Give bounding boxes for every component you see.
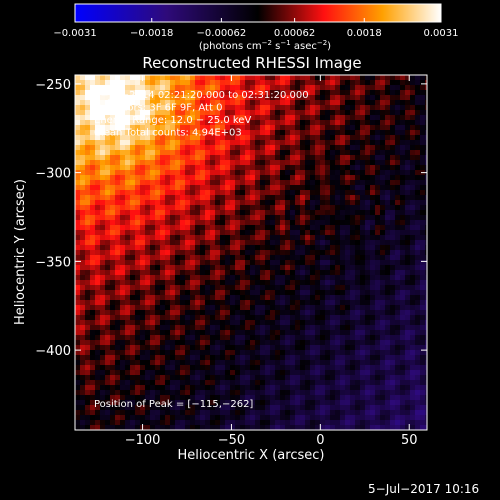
colorbar-tick-label: −0.0018	[130, 28, 173, 39]
colorbar-units: (photons cm−2 s−1 asec−2)	[199, 39, 331, 52]
x-tick-label: 0	[316, 433, 324, 448]
colorbar-tick-label: 0.00062	[274, 28, 315, 39]
y-tick-label: −400	[35, 344, 71, 359]
annotation-line: 5−Jul−2014 02:21:20.000 to 02:31:20.000	[94, 90, 309, 101]
annotation-line: Energy Range: 12.0 − 25.0 keV	[94, 115, 251, 126]
chart-title: Reconstructed RHESSI Image	[142, 54, 361, 72]
colorbar-tick-label: −0.00062	[197, 28, 247, 39]
x-tick-label: 50	[401, 433, 418, 448]
colorbar-tick-label: 0.0031	[424, 28, 459, 39]
x-axis-label: Heliocentric X (arcsec)	[178, 448, 325, 463]
y-tick-labels: −250 −300 −350 −400	[35, 78, 71, 359]
axis-ticks	[75, 75, 427, 430]
y-axis-label: Heliocentric Y (arcsec)	[13, 179, 28, 325]
y-tick-label: −250	[35, 78, 71, 93]
plot-frame	[74, 74, 428, 431]
x-tick-label: −100	[125, 433, 161, 448]
colorbar-ticks	[74, 18, 442, 22]
y-tick-label: −300	[35, 167, 71, 182]
y-tick-label: −350	[35, 255, 71, 270]
colorbar	[74, 3, 442, 23]
heatmap-image	[75, 75, 427, 430]
colorbar-tick-label: 0.0018	[347, 28, 382, 39]
peak-position-label: Position of Peak = [−115,−262]	[94, 399, 253, 410]
annotation-line: Clean Total counts: 4.94E+03	[94, 128, 242, 139]
annotation-block: 5−Jul−2014 02:21:20.000 to 02:31:20.000 D…	[94, 90, 309, 139]
colorbar-tick-label: −0.0031	[53, 28, 96, 39]
annotation-line: Detectors: 3F 6F 9F, Att 0	[94, 103, 222, 114]
footer-date: 5−Jul−2017 10:16	[368, 482, 480, 496]
colorbar-tick-labels: −0.0031 −0.0018 −0.00062 0.00062 0.0018 0.003…	[53, 28, 458, 39]
x-tick-labels: −100 −50 0 50	[125, 433, 418, 448]
x-tick-label: −50	[218, 433, 245, 448]
